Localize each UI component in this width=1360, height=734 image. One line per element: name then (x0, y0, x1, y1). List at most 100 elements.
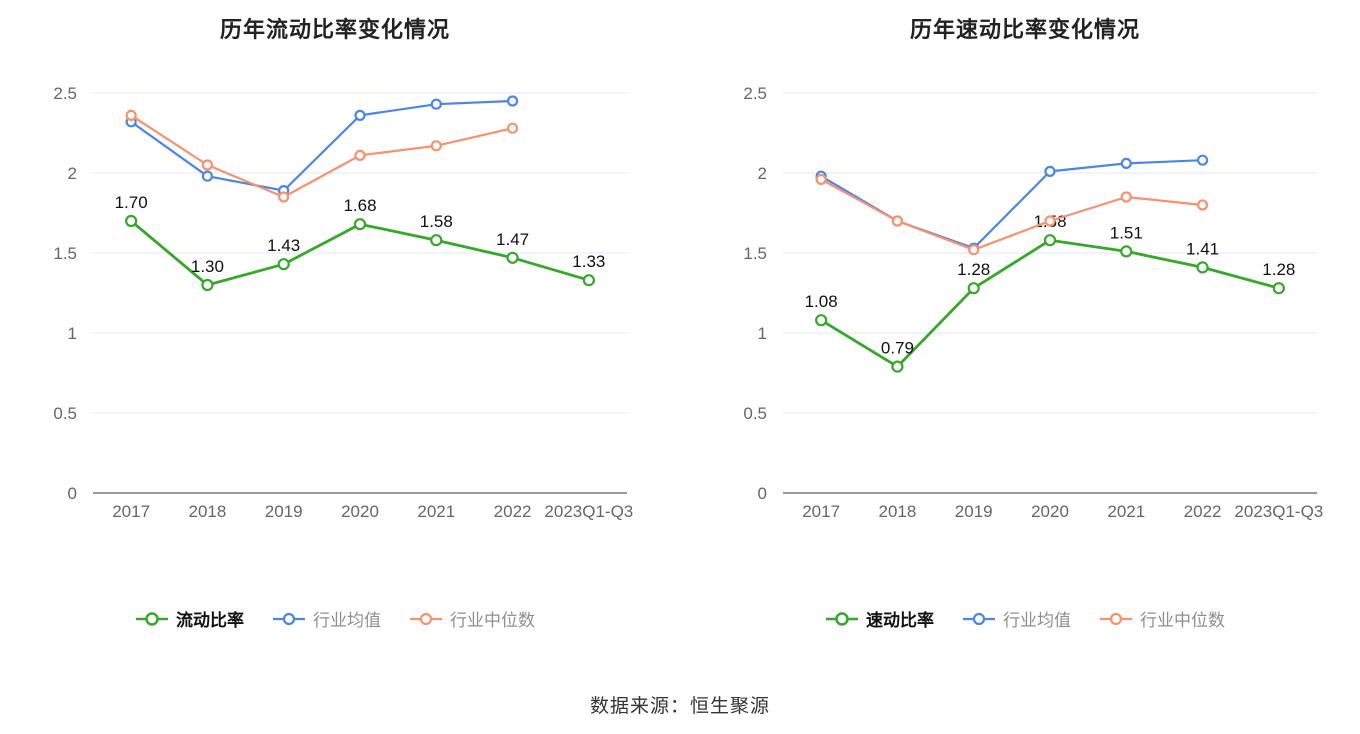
data-point (354, 149, 366, 162)
data-point (353, 218, 367, 231)
data-point (1044, 165, 1056, 178)
data-source-note: 数据来源：恒生聚源 (589, 696, 770, 717)
data-point (1120, 157, 1132, 170)
chart-quick-ratio: 历年速动比率变化情况 0 0.5 1 1.5 2 2.5 2017 2018 2019 2020 2… (705, 4, 1345, 631)
data-label: 1.08 (805, 292, 838, 311)
chart-legend: 速动比率 行业均值 行业中位数 (825, 606, 1225, 631)
data-label: 1.70 (115, 193, 148, 212)
series-line-1 (130, 99, 514, 192)
data-point (506, 251, 519, 264)
x-tick-label: 2019 (265, 502, 303, 521)
y-tick-label: 2.5 (53, 84, 77, 103)
legend-line-marker-icon (410, 612, 442, 625)
series-line-2 (130, 114, 514, 199)
data-point (1120, 191, 1132, 203)
legend-label: 行业均值 (1003, 611, 1071, 630)
legend-line-marker-icon (1100, 612, 1132, 625)
x-tick-label: 2021 (417, 502, 455, 521)
x-tick-label: 2023Q1-Q3 (544, 502, 633, 521)
data-label: 1.30 (191, 257, 224, 276)
data-point (506, 122, 519, 134)
legend-label: 行业均值 (313, 611, 381, 630)
chart-legend: 流动比率 行业均值 行业中位数 (135, 606, 535, 631)
data-label: 0.79 (881, 339, 914, 358)
data-label: 1.28 (957, 260, 990, 279)
data-point (278, 191, 290, 203)
legend-label: 行业中位数 (450, 611, 535, 630)
data-point (354, 109, 366, 122)
y-tick-label: 0 (68, 484, 77, 503)
x-tick-label: 2017 (112, 502, 150, 521)
legend-marker-ring (419, 612, 433, 625)
data-point (891, 215, 904, 227)
legend-marker-ring (972, 612, 986, 625)
x-tick-label: 2018 (879, 502, 917, 521)
legend-marker-ring (282, 612, 296, 625)
data-point (1043, 234, 1057, 247)
data-label: 1.41 (1186, 239, 1219, 258)
data-point (1196, 261, 1209, 274)
data-label: 1.47 (496, 230, 529, 249)
legend-line-marker-icon (963, 612, 995, 625)
data-point (1196, 199, 1209, 211)
data-point (582, 274, 595, 287)
legend-item-industry-mean: 行业均值 (272, 606, 381, 631)
x-tick-label: 2022 (494, 502, 532, 521)
y-tick-label: 0.5 (53, 404, 77, 423)
y-tick-label: 0 (758, 484, 767, 503)
data-point (506, 95, 519, 107)
data-point (1196, 154, 1209, 166)
data-label: 1.28 (1262, 260, 1295, 279)
x-tick-label: 2019 (955, 502, 993, 521)
x-tick-label: 2020 (341, 502, 379, 521)
legend-line-marker-icon (136, 611, 168, 626)
legend-item-industry-median: 行业中位数 (409, 606, 535, 631)
legend-item-industry-mean: 行业均值 (962, 606, 1071, 631)
data-point (891, 360, 904, 373)
legend-item-current-ratio: 流动比率 (135, 606, 244, 631)
y-tick-label: 2 (758, 164, 767, 183)
chart-title-quick-ratio: 历年速动比率变化情况 (909, 17, 1140, 42)
data-point (1272, 282, 1285, 295)
y-tick-label: 1.5 (743, 244, 767, 263)
data-point (1120, 245, 1133, 258)
data-label: 1.58 (420, 212, 453, 231)
charts-row: 历年流动比率变化情况 0 0.5 1 1.5 2 2.5 2017 2018 2019 2020 2… (15, 4, 1345, 631)
data-point (430, 140, 442, 152)
data-point (815, 173, 827, 185)
data-point (201, 278, 214, 292)
x-tick-label: 2023Q1-Q3 (1234, 502, 1323, 521)
legend-line-marker-icon (273, 612, 305, 625)
chart-title-current-ratio: 历年流动比率变化情况 (219, 17, 450, 42)
data-point (277, 258, 290, 271)
data-label: 1.51 (1110, 223, 1143, 242)
data-point (430, 98, 442, 110)
legend-item-quick-ratio: 速动比率 (825, 606, 934, 631)
y-tick-label: 1 (758, 324, 767, 343)
data-point (1044, 215, 1056, 227)
series-line-2 (820, 178, 1204, 251)
chart-current-ratio: 历年流动比率变化情况 0 0.5 1 1.5 2 2.5 2017 2018 2019 2020 2… (15, 4, 655, 631)
legend-line-marker-icon (826, 611, 858, 626)
line-chart-quick-ratio: 0 0.5 1 1.5 2 2.5 2017 2018 2019 2020 2021 2022 2023… (743, 84, 1323, 521)
data-point (815, 314, 828, 327)
data-point (967, 282, 980, 295)
data-label: 1.43 (267, 236, 300, 255)
data-label: 1.68 (343, 196, 376, 215)
y-tick-label: 1.5 (53, 244, 77, 263)
x-tick-label: 2022 (1184, 502, 1222, 521)
data-point (201, 170, 214, 182)
x-tick-label: 2021 (1107, 502, 1145, 521)
x-tick-label: 2018 (189, 502, 227, 521)
legend-marker-ring (145, 611, 159, 626)
legend-marker-ring (835, 611, 849, 626)
legend-label: 行业中位数 (1140, 611, 1225, 630)
legend-label: 速动比率 (866, 611, 934, 630)
y-tick-label: 1 (68, 324, 77, 343)
y-tick-label: 2 (68, 164, 77, 183)
x-tick-label: 2020 (1031, 502, 1069, 521)
data-point (968, 244, 980, 256)
data-point (201, 159, 214, 171)
data-point (125, 214, 138, 228)
